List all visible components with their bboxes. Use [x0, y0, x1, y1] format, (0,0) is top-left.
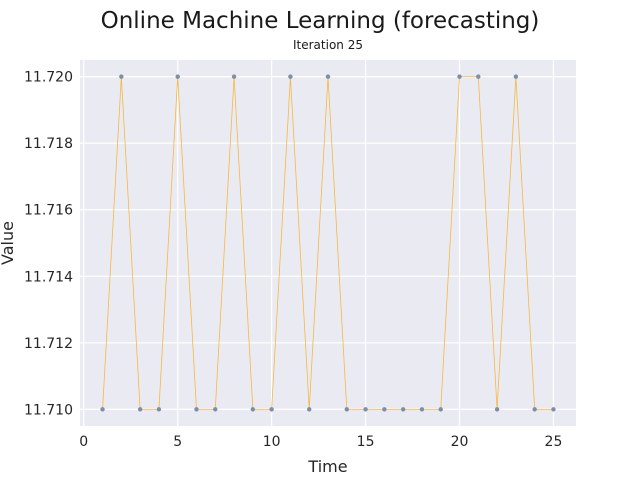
data-points: [100, 74, 556, 412]
data-point: [269, 407, 274, 412]
x-tick-label: 15: [357, 434, 375, 450]
plot-area: [80, 60, 576, 426]
y-tick-label: 11.710: [24, 402, 73, 418]
y-tick-label: 11.714: [24, 269, 73, 285]
chart-subtitle: Iteration 25: [293, 38, 363, 52]
data-point: [551, 407, 556, 412]
data-point: [419, 407, 425, 412]
data-point: [156, 407, 162, 412]
data-point: [513, 74, 519, 79]
data-point: [382, 407, 387, 412]
data-point: [307, 407, 312, 412]
grid-lines: [80, 60, 576, 426]
x-tick-label: 5: [173, 434, 182, 450]
data-point: [100, 407, 105, 412]
y-axis-label: Value: [0, 221, 17, 265]
data-point: [194, 407, 199, 412]
data-point: [457, 74, 462, 79]
data-point: [119, 74, 124, 79]
data-point: [175, 74, 180, 79]
y-tick-label: 11.720: [24, 70, 73, 86]
y-tick-label: 11.712: [24, 336, 73, 352]
x-axis-label: Time: [307, 457, 347, 476]
x-tick-label: 0: [79, 434, 88, 450]
y-tick-label: 11.716: [24, 203, 73, 219]
data-point: [400, 407, 406, 412]
data-point: [325, 74, 331, 79]
chart-title: Online Machine Learning (forecasting): [101, 8, 540, 34]
tick-labels: 0 5 10 15 20 25 11.710 11.712 11.714 11.716 11.718…: [24, 70, 562, 450]
data-point: [231, 74, 237, 79]
data-point: [438, 407, 443, 412]
data-point: [494, 407, 500, 412]
data-point: [363, 407, 368, 412]
x-tick-label: 25: [545, 434, 563, 450]
data-point: [532, 407, 537, 412]
data-point: [344, 407, 349, 412]
data-point: [137, 407, 143, 412]
data-point: [476, 74, 481, 79]
data-point: [213, 407, 218, 412]
y-tick-label: 11.718: [24, 136, 73, 152]
data-point: [288, 74, 293, 79]
x-tick-label: 10: [263, 434, 281, 450]
data-point: [250, 407, 256, 412]
x-tick-label: 20: [451, 434, 469, 450]
